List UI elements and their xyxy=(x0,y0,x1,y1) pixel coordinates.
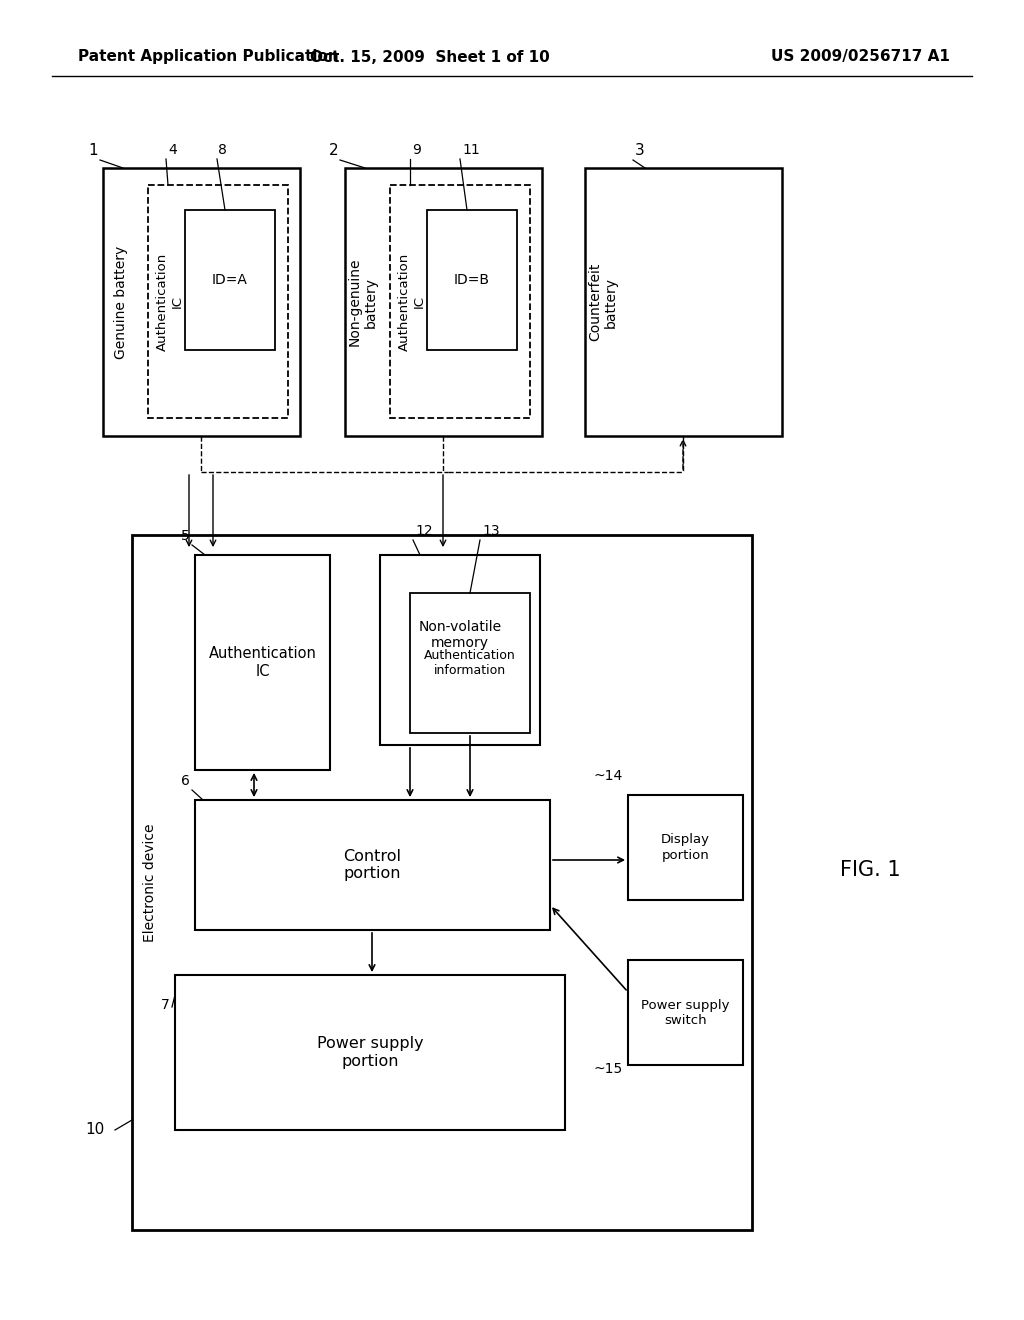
Text: ~14: ~14 xyxy=(594,770,623,783)
Bar xyxy=(628,960,743,1065)
Text: 4: 4 xyxy=(168,143,177,157)
Bar xyxy=(345,168,542,436)
Text: Power supply
switch: Power supply switch xyxy=(641,998,730,1027)
Text: Control
portion: Control portion xyxy=(343,849,401,882)
Bar xyxy=(175,975,565,1130)
Bar xyxy=(427,210,517,350)
Text: Non-volatile
memory: Non-volatile memory xyxy=(419,619,502,649)
Text: ~15: ~15 xyxy=(594,1063,623,1076)
Text: 9: 9 xyxy=(412,143,421,157)
Text: Display
portion: Display portion xyxy=(662,833,710,862)
Text: FIG. 1: FIG. 1 xyxy=(840,861,901,880)
Text: 6: 6 xyxy=(181,774,190,788)
Bar xyxy=(195,800,550,931)
Text: Oct. 15, 2009  Sheet 1 of 10: Oct. 15, 2009 Sheet 1 of 10 xyxy=(310,49,550,65)
Bar xyxy=(585,168,782,436)
Text: Authentication
IC: Authentication IC xyxy=(398,252,426,351)
Bar xyxy=(410,593,530,733)
Text: Counterfeit
battery: Counterfeit battery xyxy=(588,263,618,341)
Bar xyxy=(380,554,540,744)
Text: 2: 2 xyxy=(329,143,338,158)
Text: 1: 1 xyxy=(88,143,98,158)
Bar xyxy=(185,210,275,350)
Text: Authentication
IC: Authentication IC xyxy=(209,647,316,678)
Text: 7: 7 xyxy=(161,998,170,1012)
Text: Electronic device: Electronic device xyxy=(143,824,157,941)
Text: 13: 13 xyxy=(482,524,500,539)
Text: Non-genuine
battery: Non-genuine battery xyxy=(348,257,378,346)
Bar xyxy=(390,185,530,418)
Bar xyxy=(195,554,330,770)
Bar xyxy=(628,795,743,900)
Bar xyxy=(148,185,288,418)
Text: 11: 11 xyxy=(462,143,480,157)
Text: Power supply
portion: Power supply portion xyxy=(316,1036,423,1069)
Bar xyxy=(103,168,300,436)
Text: Authentication
information: Authentication information xyxy=(424,649,516,677)
Text: 10: 10 xyxy=(86,1122,105,1138)
Text: 5: 5 xyxy=(181,529,190,543)
Text: Authentication
IC: Authentication IC xyxy=(156,252,184,351)
Text: Genuine battery: Genuine battery xyxy=(114,246,128,359)
Text: ID=B: ID=B xyxy=(454,273,490,286)
Text: US 2009/0256717 A1: US 2009/0256717 A1 xyxy=(771,49,950,65)
Text: 12: 12 xyxy=(415,524,432,539)
Text: 3: 3 xyxy=(635,143,645,158)
Text: 8: 8 xyxy=(218,143,227,157)
Text: ID=A: ID=A xyxy=(212,273,248,286)
Text: Patent Application Publication: Patent Application Publication xyxy=(78,49,339,65)
Bar xyxy=(132,535,752,1230)
